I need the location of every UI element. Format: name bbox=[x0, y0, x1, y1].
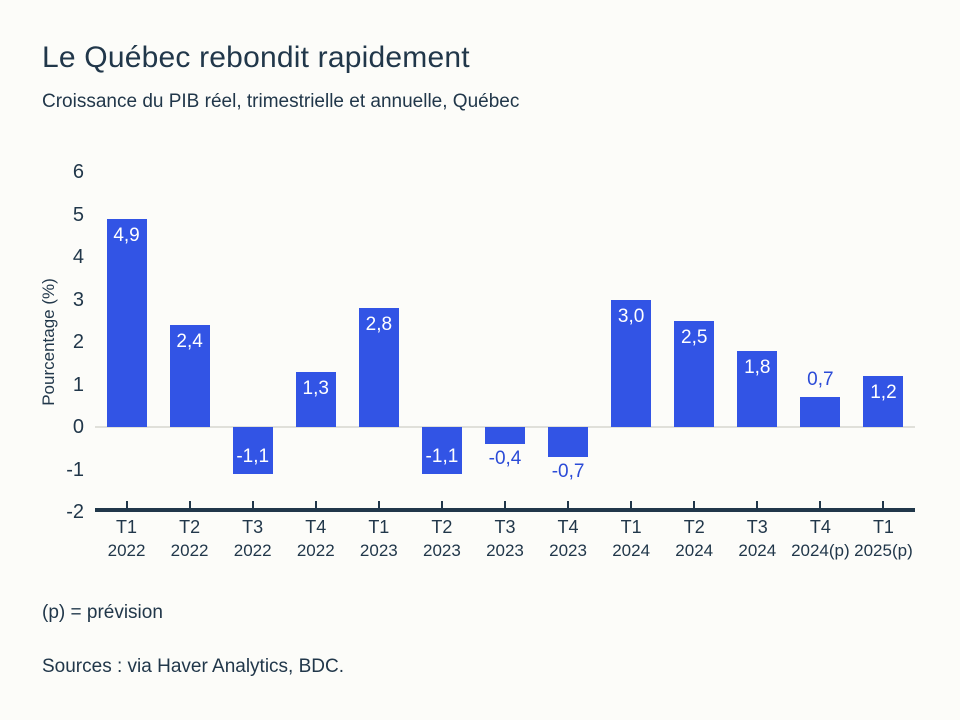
x-axis-label-quarter: T3 bbox=[746, 517, 768, 537]
x-axis-label: T1 2022 bbox=[95, 516, 158, 562]
x-axis-label-quarter: T4 bbox=[809, 517, 831, 537]
x-axis-tick bbox=[693, 501, 696, 508]
bar-value-label: -0,7 bbox=[551, 460, 585, 482]
x-axis-label-year: 2023 bbox=[486, 541, 524, 560]
x-axis-tick bbox=[567, 501, 570, 508]
x-axis-label: T4 2023 bbox=[537, 516, 600, 562]
bar-value-label: 2,8 bbox=[365, 314, 393, 335]
bar-value-label: 1,2 bbox=[870, 382, 897, 403]
x-axis-label-year: 2024 bbox=[738, 541, 777, 560]
x-axis-line bbox=[95, 508, 915, 512]
x-axis-label-quarter: T2 bbox=[179, 517, 201, 537]
x-axis-label-year: 2025(p) bbox=[854, 541, 913, 560]
x-axis-tick bbox=[630, 501, 633, 508]
sources-note: Sources : via Haver Analytics, BDC. bbox=[42, 656, 344, 677]
y-axis-tick-label: 4 bbox=[72, 246, 84, 268]
bar-t2-2023 bbox=[421, 427, 462, 474]
x-axis-label-quarter: T2 bbox=[683, 517, 705, 537]
bar-t2-2022 bbox=[169, 325, 210, 427]
y-axis-tick-label: -1 bbox=[66, 458, 84, 481]
y-axis-tick-label: 5 bbox=[72, 203, 84, 226]
bar-t3-2022 bbox=[232, 427, 273, 474]
plot-area: 4,9 2,4 -1,1 1,3 2,8 -1,1 -0,4 -0,7 3,0 2,5 1,8 0,7… bbox=[95, 172, 915, 512]
x-axis-label: T3 2024 bbox=[726, 516, 789, 562]
x-axis-label-year: 2022 bbox=[107, 541, 146, 560]
y-axis-tick-label: 2 bbox=[72, 331, 84, 353]
bar-t1-2025p bbox=[863, 376, 904, 427]
y-axis-tick-label: 3 bbox=[72, 288, 84, 311]
x-axis-label-year: 2024(p) bbox=[791, 541, 850, 560]
x-axis-label-quarter: T1 bbox=[368, 517, 390, 537]
x-axis-label-year: 2023 bbox=[422, 541, 461, 560]
x-axis-tick bbox=[125, 501, 128, 508]
bar-value-label: -1,1 bbox=[236, 445, 270, 467]
x-axis-label: T1 2023 bbox=[347, 516, 410, 562]
x-axis-label: T4 2024(p) bbox=[789, 516, 852, 562]
x-axis-label-quarter: T3 bbox=[242, 517, 264, 537]
x-axis-tick bbox=[377, 501, 380, 508]
bar-t4-2024p bbox=[800, 397, 841, 427]
y-axis-tick-label: 6 bbox=[72, 161, 84, 183]
bar-t4-2023 bbox=[548, 427, 589, 457]
x-axis-tick bbox=[188, 501, 191, 508]
bar-value-label: 1,8 bbox=[744, 356, 771, 378]
bar-t1-2022 bbox=[106, 218, 147, 427]
x-axis-label: T4 2022 bbox=[284, 516, 347, 562]
bar-t3-2023 bbox=[485, 427, 525, 444]
x-axis-label: T2 2023 bbox=[410, 516, 473, 562]
bar-value-label: -0,4 bbox=[488, 448, 522, 469]
x-axis-tick bbox=[314, 501, 317, 508]
x-axis-label: T2 2024 bbox=[663, 516, 726, 562]
x-axis-label: T3 2023 bbox=[473, 516, 536, 562]
bar-value-label: 3,0 bbox=[617, 305, 645, 327]
x-axis-label-year: 2024 bbox=[612, 541, 651, 560]
bar-t4-2022 bbox=[295, 371, 336, 427]
bar-t2-2024 bbox=[674, 320, 715, 427]
x-axis-tick bbox=[819, 501, 822, 508]
x-axis-label-quarter: T4 bbox=[557, 517, 579, 537]
x-axis-label: T3 2022 bbox=[221, 516, 284, 562]
forecast-note: (p) = prévision bbox=[42, 602, 163, 623]
x-axis-label-quarter: T2 bbox=[431, 517, 453, 537]
chart-subtitle: Croissance du PIB réel, trimestrielle et… bbox=[42, 91, 520, 112]
x-axis-tick bbox=[504, 501, 506, 508]
x-axis-label-year: 2023 bbox=[549, 541, 587, 560]
y-axis-tick-label: 0 bbox=[72, 416, 84, 438]
x-axis-label-quarter: T1 bbox=[620, 517, 642, 537]
x-axis-label-quarter: T1 bbox=[872, 517, 894, 537]
x-axis-label-year: 2022 bbox=[233, 541, 272, 560]
x-axis-label: T1 2024 bbox=[600, 516, 663, 562]
bar-t1-2024 bbox=[611, 299, 652, 427]
x-axis-tick bbox=[251, 501, 254, 508]
x-axis-tick bbox=[882, 501, 885, 508]
x-axis-label-quarter: T4 bbox=[305, 517, 327, 537]
x-axis-label-year: 2022 bbox=[170, 541, 209, 560]
bar-value-label: 2,5 bbox=[681, 326, 708, 348]
bar-value-label: 2,4 bbox=[176, 331, 203, 352]
x-axis-label-quarter: T1 bbox=[116, 517, 138, 537]
x-axis-tick bbox=[756, 501, 759, 508]
x-axis-label: T2 2022 bbox=[158, 516, 221, 562]
bar-value-label: 4,9 bbox=[113, 224, 140, 246]
x-axis-label-quarter: T3 bbox=[494, 517, 516, 537]
x-axis-label-year: 2023 bbox=[359, 541, 398, 560]
x-axis-label-year: 2024 bbox=[675, 541, 714, 560]
chart-title: Le Québec rebondit rapidement bbox=[42, 41, 470, 74]
bar-value-label: 1,3 bbox=[302, 377, 329, 399]
x-axis-label-year: 2022 bbox=[296, 541, 335, 560]
y-axis-tick-label: -2 bbox=[66, 501, 84, 523]
bar-t1-2023 bbox=[358, 308, 399, 427]
y-axis-tick-label: 1 bbox=[72, 373, 84, 396]
x-axis-label: T1 2025(p) bbox=[852, 516, 915, 562]
bar-value-label: -1,1 bbox=[425, 445, 459, 467]
bar-value-label: 0,7 bbox=[807, 369, 834, 391]
bar-t3-2024 bbox=[737, 350, 778, 427]
x-axis-tick bbox=[440, 501, 443, 508]
